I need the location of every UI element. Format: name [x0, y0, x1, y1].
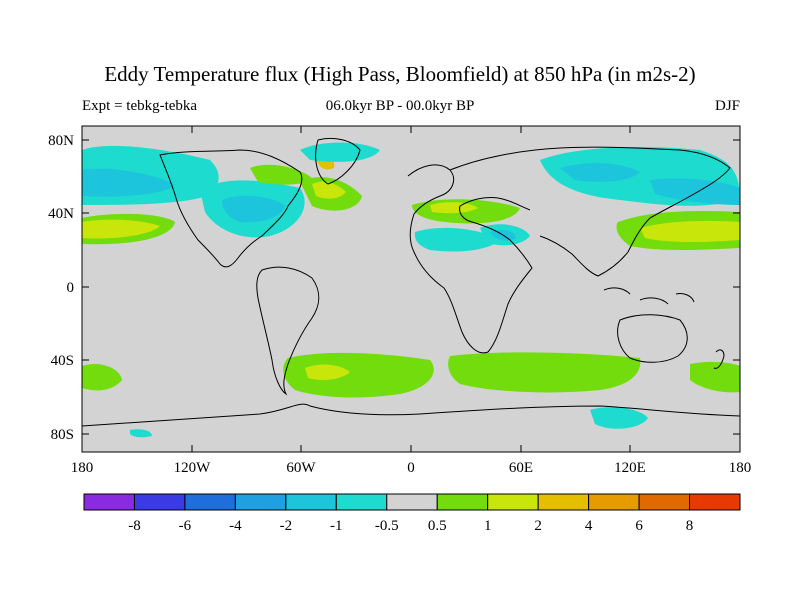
lat-tick-labels: 80N 40N 0 40S 80S: [48, 133, 74, 443]
experiment-label: Expt = tebkg-tebka: [82, 98, 198, 114]
colorbar-box: [133, 493, 186, 511]
colorbar-box: [184, 493, 236, 511]
positive-region-epac-core: [82, 219, 160, 239]
coastline-europe-africa: [407, 164, 533, 354]
lat-label-40n: 40N: [48, 206, 74, 222]
colorbar-box: [436, 493, 489, 511]
lat-label-40s: 40S: [51, 353, 74, 369]
colorbar-label: 4: [585, 518, 593, 534]
lon-label-60e: 60E: [509, 460, 533, 476]
coastlines: [82, 137, 740, 427]
lon-label-60w: 60W: [286, 460, 316, 476]
colorbar-label: -0.5: [375, 518, 399, 534]
lon-label-0: 0: [407, 460, 415, 476]
colorbar-boxes: [83, 493, 741, 511]
colorbar-box: [588, 493, 640, 511]
positive-region-south-pacific-west: [690, 361, 740, 393]
lat-tick-marks: [82, 139, 740, 435]
positive-region-south-indian: [448, 352, 641, 393]
colorbar-box: [234, 493, 287, 511]
lat-label-0: 0: [67, 280, 75, 296]
lon-label-120w: 120W: [174, 460, 212, 476]
negative-region-nafrica: [414, 227, 500, 252]
coastline-south-america: [256, 266, 320, 396]
lon-label-180e: 180: [729, 460, 752, 476]
negative-region-southern-ocean-2: [130, 429, 152, 438]
colorbar-label: -6: [179, 518, 192, 534]
colorbar-box: [285, 493, 337, 511]
positive-region-south-atlantic-core: [305, 364, 350, 380]
colorbar-box: [537, 493, 590, 511]
colorbar-label: -4: [229, 518, 242, 534]
positive-region-south-atlantic: [283, 352, 434, 398]
coastline-maritime-continent: [603, 287, 695, 305]
lat-label-80s: 80S: [51, 427, 74, 443]
positive-region-natlantic-core: [312, 181, 346, 199]
coastline-greenland: [315, 137, 361, 185]
colorbar-label: 8: [686, 518, 694, 534]
colorbar-label: -2: [280, 518, 293, 534]
coastline-new-zealand: [713, 349, 725, 369]
map-panel: 80N 40N 0 40S 80S 180 120W 60W 0 60E 120…: [48, 125, 752, 476]
colorbar-box: [335, 493, 388, 511]
lon-label-180w: 180: [71, 460, 94, 476]
figure-title: Eddy Temperature flux (High Pass, Bloomf…: [104, 62, 696, 86]
colorbar-box: [487, 493, 539, 511]
flux-shading: [82, 142, 740, 438]
lat-label-80n: 80N: [48, 133, 74, 149]
colorbar-box: [689, 493, 741, 511]
colorbar-label: -1: [330, 518, 343, 534]
negative-region-arctic: [300, 142, 380, 162]
season-label: DJF: [714, 98, 740, 114]
positive-region-south-pacific-east: [82, 363, 122, 391]
colorbar-box: [638, 493, 691, 511]
negative-region-namerica-core: [222, 195, 285, 223]
colorbar-box: [83, 493, 135, 511]
colorbar-label: 6: [635, 518, 643, 534]
negative-region-southern-ocean-1: [590, 407, 648, 429]
lon-tick-labels: 180 120W 60W 0 60E 120E 180: [71, 460, 752, 476]
negative-region-wpac-core: [650, 178, 740, 205]
period-label: 06.0kyr BP - 00.0kyr BP: [325, 98, 475, 114]
colorbar-labels: -8 -6 -4 -2 -1 -0.5 0.5 1 2 4 6 8: [128, 518, 693, 534]
coastline-north-america: [159, 149, 303, 268]
colorbar-label: -8: [128, 518, 141, 534]
coastline-asia: [449, 146, 731, 277]
colorbar-box: [386, 493, 438, 511]
lon-label-120e: 120E: [614, 460, 646, 476]
negative-region-siberia-core: [560, 163, 640, 182]
coastline-antarctica: [82, 403, 740, 427]
positive-region-mediterranean-core: [430, 202, 478, 214]
colorbar-label: 1: [484, 518, 492, 534]
lon-tick-marks: [81, 126, 741, 452]
colorbar-label: 2: [534, 518, 542, 534]
negative-region-npac-east-core: [82, 168, 175, 197]
coastline-australia: [617, 314, 688, 363]
colorbar: -8 -6 -4 -2 -1 -0.5 0.5 1 2 4 6 8: [83, 493, 741, 534]
colorbar-label: 0.5: [428, 518, 447, 534]
positive-region-kuroshio-core: [640, 220, 740, 242]
